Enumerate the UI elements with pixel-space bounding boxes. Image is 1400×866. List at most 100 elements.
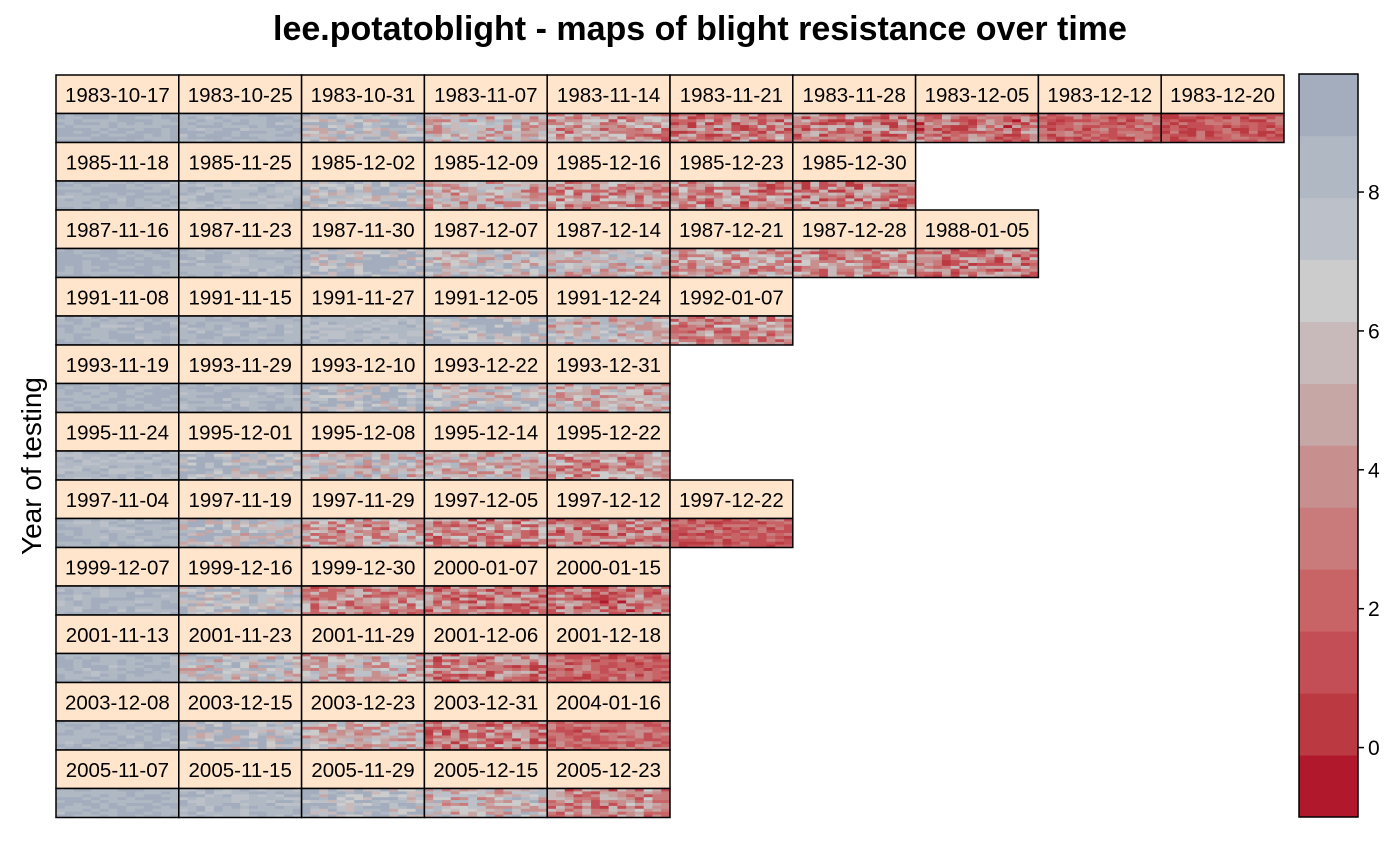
- heat-cell: [134, 383, 145, 387]
- heat-cell: [713, 189, 724, 193]
- heat-cell: [854, 207, 864, 211]
- heat-cell: [433, 254, 443, 258]
- heat-cell: [801, 133, 811, 138]
- heat-cell: [363, 268, 373, 273]
- heat-cell: [275, 198, 285, 202]
- heat-cell: [161, 116, 171, 120]
- heat-cell: [889, 125, 899, 129]
- heat-cell: [1003, 125, 1013, 129]
- heat-cell: [126, 113, 136, 117]
- heat-cell: [327, 330, 338, 334]
- heat-cell: [257, 336, 267, 340]
- heat-cell: [634, 260, 645, 264]
- heat-cell: [389, 333, 399, 337]
- heat-cell: [117, 207, 127, 211]
- heat-cell: [231, 116, 241, 120]
- heat-cell: [626, 268, 636, 273]
- heat-cell: [441, 324, 452, 328]
- heat-cell: [143, 113, 153, 117]
- heat-cell: [170, 125, 180, 129]
- heat-cell: [266, 198, 276, 202]
- heat-cell: [1038, 119, 1048, 123]
- heat-cell: [222, 113, 232, 117]
- heat-cell: [1275, 113, 1285, 117]
- heat-cell: [152, 274, 162, 278]
- heat-cell: [336, 139, 346, 143]
- heat-cell: [573, 248, 583, 252]
- heat-cell: [1029, 254, 1039, 258]
- heat-cell: [345, 130, 355, 135]
- heat-cell: [415, 274, 425, 278]
- heat-cell: [222, 265, 232, 270]
- heat-cell: [906, 251, 916, 255]
- heat-cell: [424, 257, 434, 261]
- heat-cell: [152, 398, 162, 402]
- heat-cell: [599, 271, 609, 275]
- heat-cell: [266, 195, 276, 199]
- heat-cell: [529, 113, 539, 117]
- heat-cell: [617, 113, 627, 117]
- heat-cell: [836, 195, 846, 199]
- heat-cell: [687, 268, 697, 273]
- heat-cell: [582, 336, 592, 340]
- heat-cell: [713, 333, 724, 337]
- heat-cell: [968, 139, 978, 143]
- heat-cell: [441, 251, 452, 255]
- heat-cell: [529, 130, 539, 135]
- heat-cell: [266, 133, 276, 138]
- heat-cell: [310, 113, 320, 117]
- heat-cell: [301, 383, 311, 387]
- heat-cell: [459, 192, 469, 196]
- panel-cells: [915, 113, 1039, 143]
- heat-cell: [661, 192, 671, 196]
- heat-cell: [205, 398, 215, 402]
- heat-cell: [327, 207, 338, 211]
- heat-cell: [459, 333, 469, 337]
- heat-cell: [187, 395, 197, 399]
- heat-cell: [564, 201, 574, 205]
- heat-cell: [968, 119, 978, 123]
- heat-cell: [459, 130, 469, 135]
- heat-cell: [731, 128, 741, 132]
- heat-cell: [292, 201, 302, 205]
- heat-cell: [871, 119, 881, 123]
- heat-cell: [959, 257, 969, 261]
- heat-cell: [117, 257, 127, 261]
- heat-cell: [845, 251, 855, 255]
- heat-cell: [617, 265, 627, 270]
- heat-cell: [336, 333, 346, 337]
- heat-cell: [503, 265, 513, 270]
- heat-cell: [555, 133, 566, 138]
- heat-cell: [775, 192, 785, 196]
- heat-cell: [959, 128, 969, 132]
- heat-cell: [477, 189, 487, 193]
- heat-cell: [292, 409, 302, 413]
- heat-cell: [950, 263, 960, 267]
- heat-cell: [108, 133, 118, 138]
- heat-cell: [555, 257, 566, 261]
- heat-cell: [836, 136, 846, 140]
- heat-cell: [56, 265, 66, 270]
- heat-cell: [941, 136, 952, 140]
- heat-cell: [170, 207, 180, 211]
- heat-cell: [845, 198, 855, 202]
- panel-label: 1987-12-28: [802, 219, 907, 242]
- heat-cell: [494, 386, 504, 390]
- heat-cell: [82, 260, 92, 264]
- heat-cell: [792, 268, 802, 273]
- heat-cell: [91, 395, 101, 399]
- heat-cell: [398, 183, 408, 188]
- heat-cell: [371, 263, 381, 267]
- heat-cell: [327, 409, 338, 413]
- heat-cell: [389, 181, 399, 185]
- heat-cell: [766, 181, 776, 185]
- heat-cell: [389, 274, 399, 278]
- heat-cell: [784, 186, 794, 191]
- heat-cell: [520, 265, 531, 270]
- heat-cell: [126, 333, 136, 337]
- heat-cell: [406, 139, 417, 143]
- heat-cell: [555, 342, 566, 346]
- heat-cell: [196, 327, 206, 331]
- heat-cell: [687, 136, 697, 140]
- heat-cell: [284, 128, 294, 132]
